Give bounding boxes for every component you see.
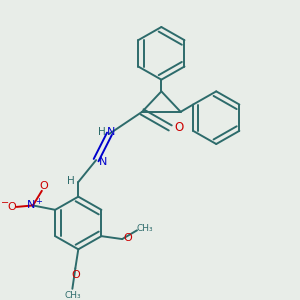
Text: O: O <box>7 202 16 212</box>
Text: N: N <box>27 200 36 210</box>
Text: −: − <box>1 197 9 208</box>
Text: N: N <box>107 127 115 137</box>
Text: O: O <box>174 122 183 134</box>
Text: CH₃: CH₃ <box>64 291 81 300</box>
Text: CH₃: CH₃ <box>136 224 153 233</box>
Text: O: O <box>39 182 48 191</box>
Text: N: N <box>98 157 107 166</box>
Text: H: H <box>98 127 106 137</box>
Text: H: H <box>67 176 75 186</box>
Text: O: O <box>123 232 132 243</box>
Text: +: + <box>35 197 42 206</box>
Text: O: O <box>71 270 80 280</box>
